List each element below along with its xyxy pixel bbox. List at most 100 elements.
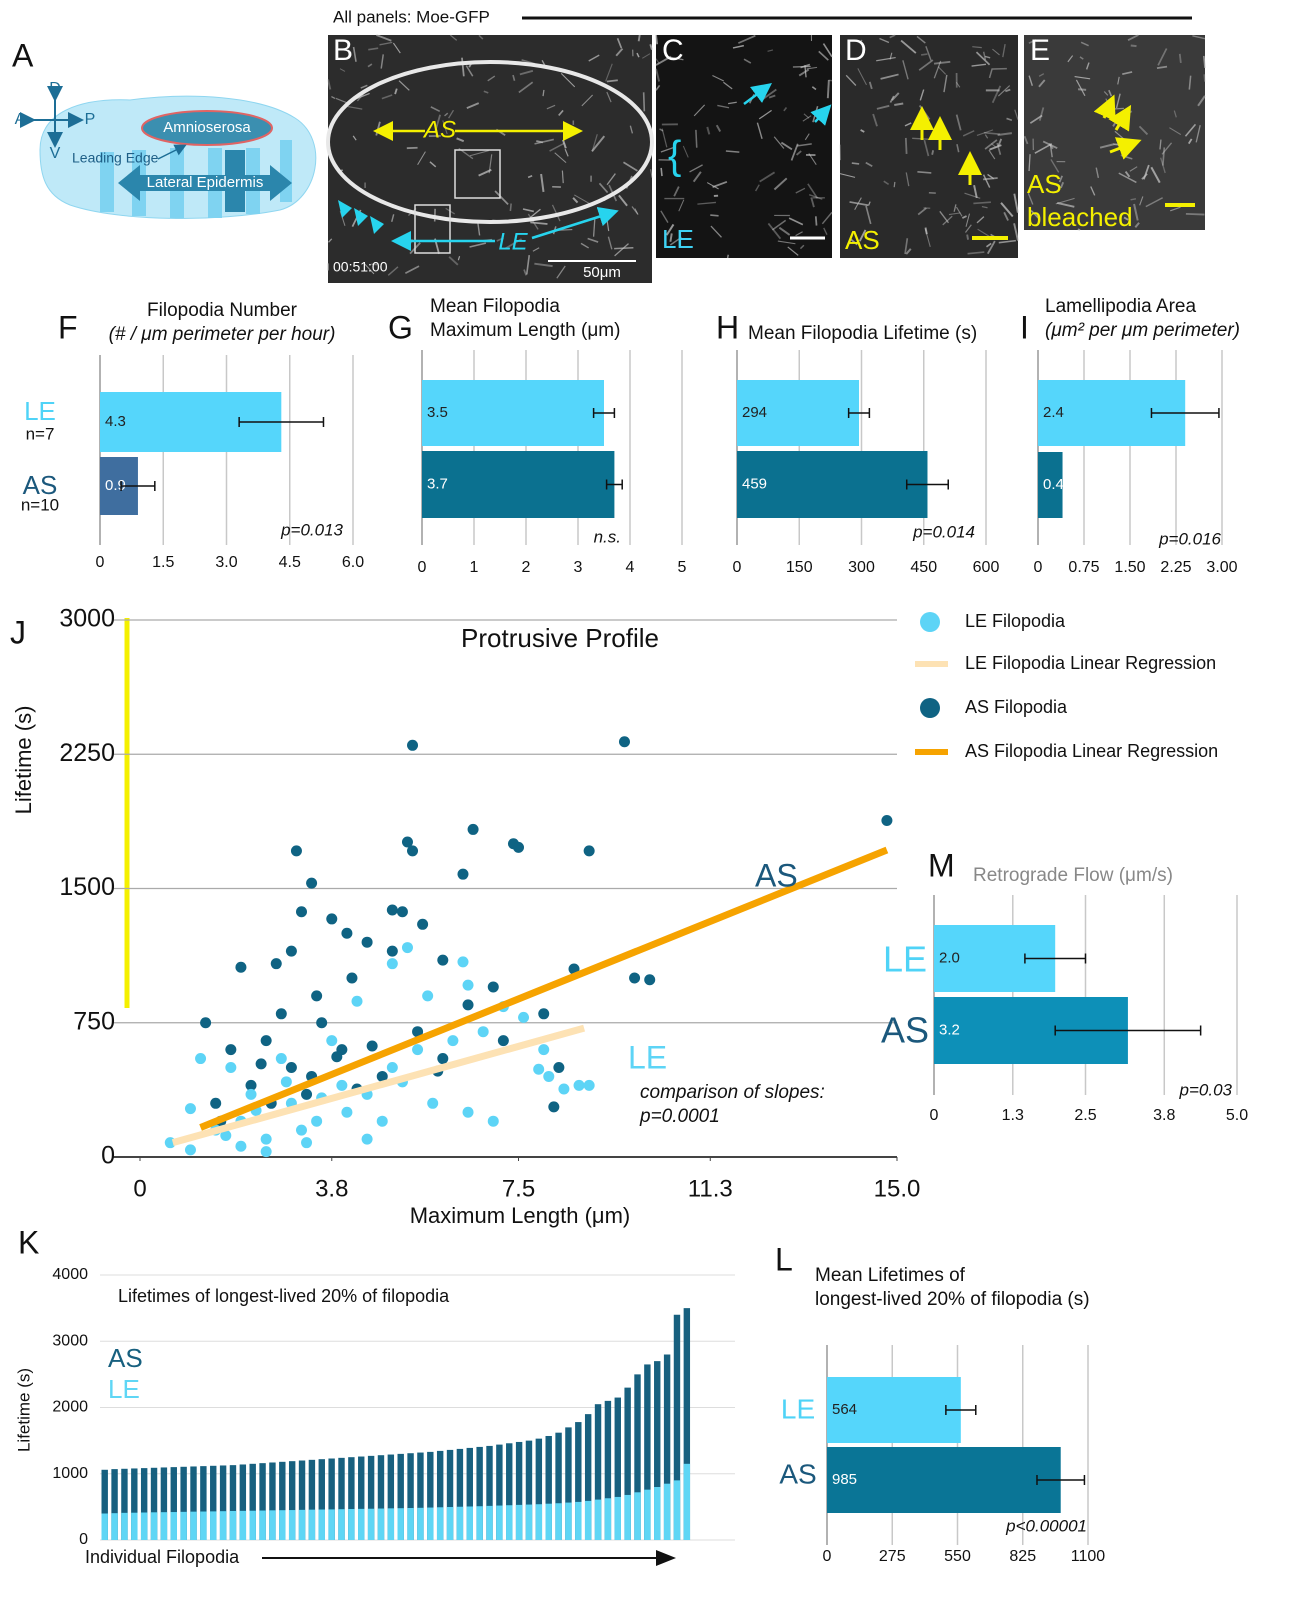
point [362,1134,373,1145]
bar [437,1507,443,1540]
texture [1131,199,1136,200]
value-label: 2.0 [939,949,960,966]
texture [894,182,895,187]
point [246,1089,257,1100]
bar [422,451,614,518]
bar [447,1507,453,1540]
x-tick-label: 3.8 [315,1175,348,1202]
texture [967,235,968,240]
x-tick-label: 2.25 [1160,559,1191,576]
micrographs [328,35,1205,283]
texture [710,215,718,216]
bar [536,1504,542,1540]
figure: All panels: Moe-GFP A Amnioserosa Leadin… [0,0,1293,1613]
bar [240,1511,246,1540]
point [326,913,337,924]
p-value: n.s. [594,527,621,546]
chart-subtitle: (# / μm perimeter per hour) [109,324,336,345]
value-label: 294 [742,404,767,421]
legend-marker [920,612,940,632]
point [210,1098,221,1109]
bar [398,1508,404,1540]
label: Amnioserosa [163,119,251,136]
category-label: LE [781,1393,815,1424]
texture [1131,45,1137,46]
p-value: p=0.014 [912,522,975,541]
x-tick-label: 3.00 [1206,559,1237,576]
panel-letter: D [845,34,867,67]
regression-line [173,1028,584,1143]
bar [422,380,604,446]
point [518,1012,529,1023]
x-tick-label: 3.8 [1153,1107,1175,1124]
bar [585,1501,591,1540]
point [584,845,595,856]
label: AS [422,116,456,143]
brace: { [668,134,681,178]
bar [526,1505,532,1540]
p-value: p=0.03 [1179,1080,1233,1099]
texture [1111,108,1124,109]
panel-letter: G [388,309,413,345]
legend-label: LE [108,1374,140,1404]
point [387,1062,398,1073]
bar [476,1506,482,1540]
x-tick-label: 0 [930,1107,939,1124]
point [301,1137,312,1148]
legend-label: LE Filopodia [965,611,1066,631]
point [574,1080,585,1091]
label: AS [845,225,880,255]
bar [279,1510,285,1540]
point [281,1076,292,1087]
x-tick-label: 275 [879,1548,906,1565]
point [548,1101,559,1112]
bar [624,1495,630,1540]
category-note: n=7 [26,424,55,443]
x-tick-label: 0 [418,559,427,576]
point [533,1064,544,1075]
bar [654,1487,660,1540]
category-label: LE [883,939,927,980]
bar [634,1492,640,1540]
point [468,824,479,835]
point [200,1017,211,1028]
chart-title: Mean Filopodia [430,296,560,317]
texture [1180,54,1181,63]
panel-letter: L [775,1241,793,1277]
bar [259,1511,265,1540]
bar [684,1464,690,1540]
p-value: p=0.013 [280,520,343,539]
bar [595,1500,601,1540]
point [558,1083,569,1094]
legend-label: AS [108,1343,143,1373]
point [296,1125,307,1136]
bar [230,1511,236,1540]
y-tick-label: 1500 [59,873,115,901]
point [286,946,297,957]
value-label: 985 [832,1471,857,1488]
point [341,928,352,939]
texture [816,216,817,225]
bar [220,1511,226,1540]
bar [516,1505,522,1540]
x-tick-label: 450 [910,559,937,576]
x-tick-label: 0.75 [1068,559,1099,576]
texture [543,90,544,96]
bar [269,1510,275,1540]
y-tick-label: 2250 [59,739,115,767]
chart-title: Filopodia Number [147,300,298,321]
point [326,1035,337,1046]
legend-label: LE Filopodia Linear Regression [965,653,1216,673]
micrograph-b [328,35,652,283]
texture [656,35,657,44]
texture [932,150,933,154]
value-label: 564 [832,1401,857,1418]
point [261,1134,272,1145]
category-label: LE [24,396,56,426]
point [336,1080,347,1091]
point [427,1098,438,1109]
x-tick-label: 0 [133,1175,146,1202]
point [261,1035,272,1046]
point [402,942,413,953]
x-tick-label: 0 [733,559,742,576]
